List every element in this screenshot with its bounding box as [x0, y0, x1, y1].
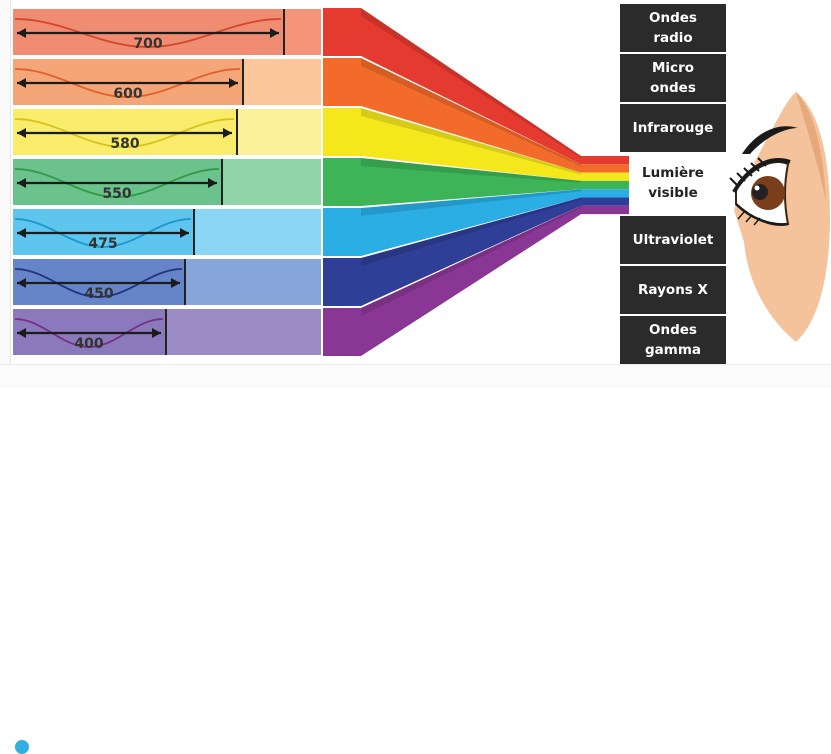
arrow-head-right: [270, 28, 279, 38]
wave-line: [14, 168, 220, 198]
light-cone-400: [361, 205, 581, 356]
cone-shadow: [361, 205, 581, 316]
band-580: 580: [12, 108, 322, 156]
eyebrow-icon: [742, 126, 798, 154]
wavelength-label: 600: [113, 86, 143, 102]
spectrum-label: Micro ondes: [620, 54, 726, 102]
cone-shadow: [361, 58, 581, 167]
color-swatch: [323, 108, 361, 156]
arrow-head-right: [180, 228, 189, 238]
wave-line: [14, 18, 282, 48]
arrow-head-right: [229, 78, 238, 88]
wave-graphic: [14, 118, 235, 148]
pupil-icon: [752, 184, 768, 200]
cone-shadow: [361, 8, 581, 158]
light-cone-550: [361, 158, 581, 206]
arrow-head-left: [17, 228, 26, 238]
eyelash-icon: [750, 162, 760, 172]
spectrum-label: Infrarouge: [620, 104, 726, 152]
light-cone-580: [361, 108, 581, 181]
band-550: 550: [12, 158, 322, 206]
page-left-edge: [0, 0, 11, 387]
wave-line: [14, 318, 164, 348]
wave-graphic: [14, 318, 164, 348]
arrow-head-left: [17, 278, 26, 288]
lower-lid: [735, 203, 789, 226]
wave-graphic: [14, 268, 183, 298]
spectrum-label: Ondes gamma: [620, 316, 726, 364]
arrow-head-left: [17, 128, 26, 138]
eyelash-icon: [736, 172, 746, 182]
band-400: 400: [12, 308, 322, 356]
color-swatch: [323, 258, 361, 306]
eyelash-icon: [737, 211, 745, 220]
arrow-head-right: [208, 178, 217, 188]
arrow-head-right: [223, 128, 232, 138]
arrow-head-left: [17, 178, 26, 188]
eyelash-icon: [757, 157, 767, 167]
color-swatch: [323, 158, 361, 206]
cone-shadow: [361, 108, 581, 175]
eyelash-icon: [753, 217, 761, 226]
arrow-head-left: [17, 78, 26, 88]
light-cone-700: [361, 8, 581, 165]
wavelength-label: 475: [88, 236, 118, 252]
band-450: 450: [12, 258, 322, 306]
status-dot-icon: [15, 740, 29, 754]
wavelength-label: 700: [133, 36, 163, 52]
arrow-head-right: [171, 278, 180, 288]
spectrum-label: Rayons X: [620, 266, 726, 314]
cone-shadow: [361, 189, 581, 216]
wavelength-label: 450: [84, 286, 114, 302]
arrow-head-left: [17, 28, 26, 38]
band-700: 700: [12, 8, 322, 56]
wave-line: [14, 218, 192, 248]
band-475: 475: [12, 208, 322, 256]
eyelash-icon: [743, 167, 753, 177]
eye-highlight: [754, 185, 760, 191]
color-swatch: [323, 8, 361, 56]
light-spectrum-diagram: 700 600 580 550 475 450 400 Ondes radio Micro o…: [12, 4, 830, 364]
spectrum-label: Lumière visible: [642, 165, 704, 201]
wavelength-label: 550: [102, 186, 132, 202]
eyelash-icon: [729, 177, 739, 187]
wave-line: [14, 118, 235, 148]
wave-graphic: [14, 218, 192, 248]
wave-line: [14, 68, 241, 98]
upper-lid: [732, 158, 791, 194]
spectrum-label: Ondes radio: [620, 4, 726, 52]
wavelength-label: 580: [110, 136, 140, 152]
bottom-toolbar: [0, 364, 831, 754]
light-cone-600: [361, 58, 581, 173]
light-cone-475: [361, 189, 581, 256]
wavelength-label: 400: [74, 336, 104, 352]
spectrum-label: Ultraviolet: [620, 216, 726, 264]
cone-shadow: [361, 158, 581, 183]
wave-graphic: [14, 68, 241, 98]
color-swatch: [323, 208, 361, 256]
color-swatch: [323, 58, 361, 106]
light-cone-450: [361, 197, 581, 306]
eyelash-icon: [745, 214, 753, 223]
band-600: 600: [12, 58, 322, 106]
wave-line: [14, 268, 183, 298]
wave-graphic: [14, 18, 282, 48]
eye-illustration: [729, 92, 830, 342]
cone-shadow: [361, 197, 581, 266]
wave-graphic: [14, 168, 220, 198]
arrow-head-right: [152, 328, 161, 338]
color-swatch: [323, 308, 361, 356]
arrow-head-left: [17, 328, 26, 338]
